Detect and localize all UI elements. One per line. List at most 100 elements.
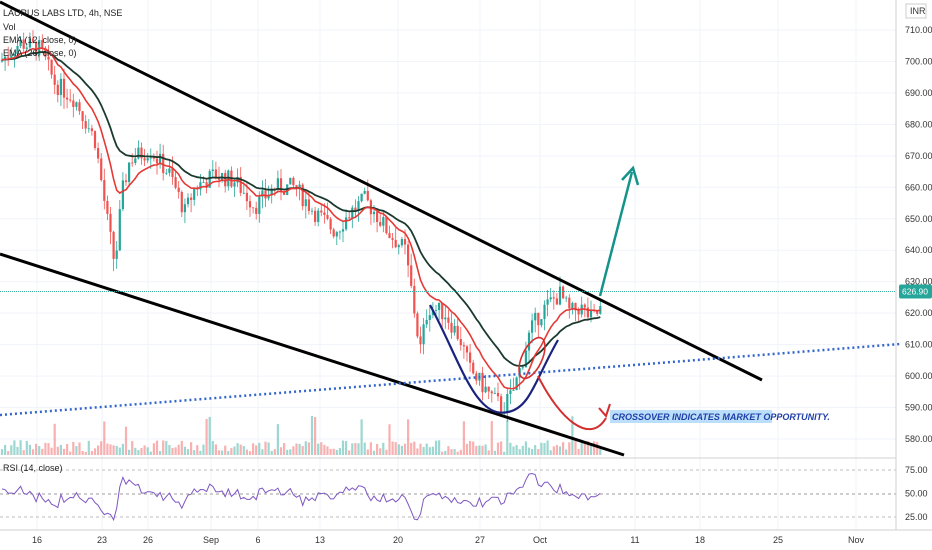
candle-body <box>97 147 100 159</box>
candle-body <box>242 192 245 194</box>
candle-body <box>103 180 106 201</box>
volume-bar <box>568 442 571 455</box>
candle-body <box>465 346 469 353</box>
annotation-box[interactable] <box>610 410 772 423</box>
candle-body <box>599 306 602 314</box>
volume-bar <box>580 442 583 455</box>
candle-body <box>459 339 462 346</box>
candle-body <box>264 190 267 199</box>
volume-bar <box>190 442 193 455</box>
candle-body <box>543 304 546 320</box>
candle-body <box>472 362 475 374</box>
candle-body <box>258 196 261 214</box>
volume-bar <box>128 449 131 455</box>
time-axis[interactable]: 16 23 26 Sep 6 13 20 27 Oct 11 18 25 Nov <box>32 535 865 545</box>
candle-body <box>0 59 4 62</box>
candle-body <box>562 286 565 299</box>
candle-body <box>453 325 456 333</box>
volume-bar <box>227 451 230 455</box>
volume-bar <box>121 443 124 455</box>
volume-bar <box>137 450 140 455</box>
volume-bar <box>38 446 41 455</box>
candle-body <box>4 56 7 60</box>
volume-bar <box>490 421 493 455</box>
volume-bar <box>376 443 379 455</box>
candle-body <box>376 211 379 222</box>
volume-bar <box>543 443 546 455</box>
volume-bar <box>509 442 512 455</box>
candle-body <box>162 153 165 174</box>
grid-lines <box>0 0 896 530</box>
last-price-badge <box>899 284 932 299</box>
red-arrow-head <box>598 403 611 418</box>
volume-bar <box>348 450 351 455</box>
candle-body <box>224 173 227 187</box>
currency-box[interactable] <box>905 3 927 19</box>
candle-body <box>565 297 568 299</box>
volume-bar <box>131 441 134 455</box>
price-axis[interactable]: 710.00 700.00 690.00 680.00 670.00 660.00 650.… <box>905 25 932 444</box>
volume-bar <box>31 449 35 455</box>
candle-body <box>577 310 580 315</box>
volume-bar <box>599 448 602 455</box>
volume-bar <box>540 442 543 455</box>
time-tick-label: 18 <box>695 535 705 545</box>
candle-body <box>534 312 537 321</box>
volume-bar <box>329 448 332 455</box>
candle-body <box>416 313 419 337</box>
candle-body <box>128 162 131 182</box>
volume-bar <box>103 421 106 455</box>
volume-bar <box>326 446 329 455</box>
candle-body <box>134 158 137 163</box>
candle-body <box>115 250 118 259</box>
candle-body <box>410 265 413 286</box>
candle-body <box>490 391 493 394</box>
candle-body <box>366 191 369 201</box>
candle-body <box>208 170 211 188</box>
volume-bar <box>462 421 465 455</box>
volume-bar <box>199 450 202 455</box>
candle-body <box>87 128 90 130</box>
candle-body <box>233 182 236 187</box>
candle-body <box>583 304 586 308</box>
volume-bar <box>397 444 400 455</box>
candle-body <box>372 211 376 215</box>
price-tick-label: 670.00 <box>905 151 932 161</box>
volume-bar <box>279 447 283 455</box>
price-tick-label: 700.00 <box>905 56 932 66</box>
volume-bar <box>441 451 444 455</box>
volume-bar <box>233 446 236 455</box>
crossover-circle[interactable] <box>514 334 551 382</box>
candle-body <box>47 56 50 60</box>
candle-body <box>487 386 490 392</box>
volume-bar <box>162 440 165 455</box>
volume-bar <box>531 448 534 455</box>
candle-body <box>397 245 400 248</box>
candle-body <box>81 111 84 122</box>
volume-bar <box>332 448 335 455</box>
volume-bar <box>583 442 586 455</box>
volume-bar <box>444 450 447 455</box>
volume-bar <box>13 440 16 455</box>
support-dotted-line[interactable] <box>0 342 901 417</box>
volume-legend: Vol <box>3 22 16 32</box>
curved-red-arrow[interactable] <box>537 375 607 431</box>
volume-bar <box>292 446 295 455</box>
volume-bar <box>205 418 208 455</box>
candle-body <box>351 207 354 219</box>
candle-body <box>428 315 431 320</box>
volume-bar <box>596 442 599 455</box>
upper-trendline[interactable] <box>0 0 763 382</box>
volume-bar <box>372 450 376 455</box>
green-up-arrow[interactable] <box>598 171 634 297</box>
volume-bar <box>224 445 227 455</box>
price-tick-label: 620.00 <box>905 308 932 318</box>
volume-bar <box>146 447 149 455</box>
green-arrow-head <box>621 165 640 186</box>
candle-body <box>295 185 298 190</box>
lower-trendline[interactable] <box>0 252 625 457</box>
volume-bar <box>264 441 267 455</box>
volume-bar <box>72 441 75 455</box>
candle-body <box>245 192 248 202</box>
rsi-axis[interactable]: 75.00 50.00 25.00 <box>905 465 928 522</box>
